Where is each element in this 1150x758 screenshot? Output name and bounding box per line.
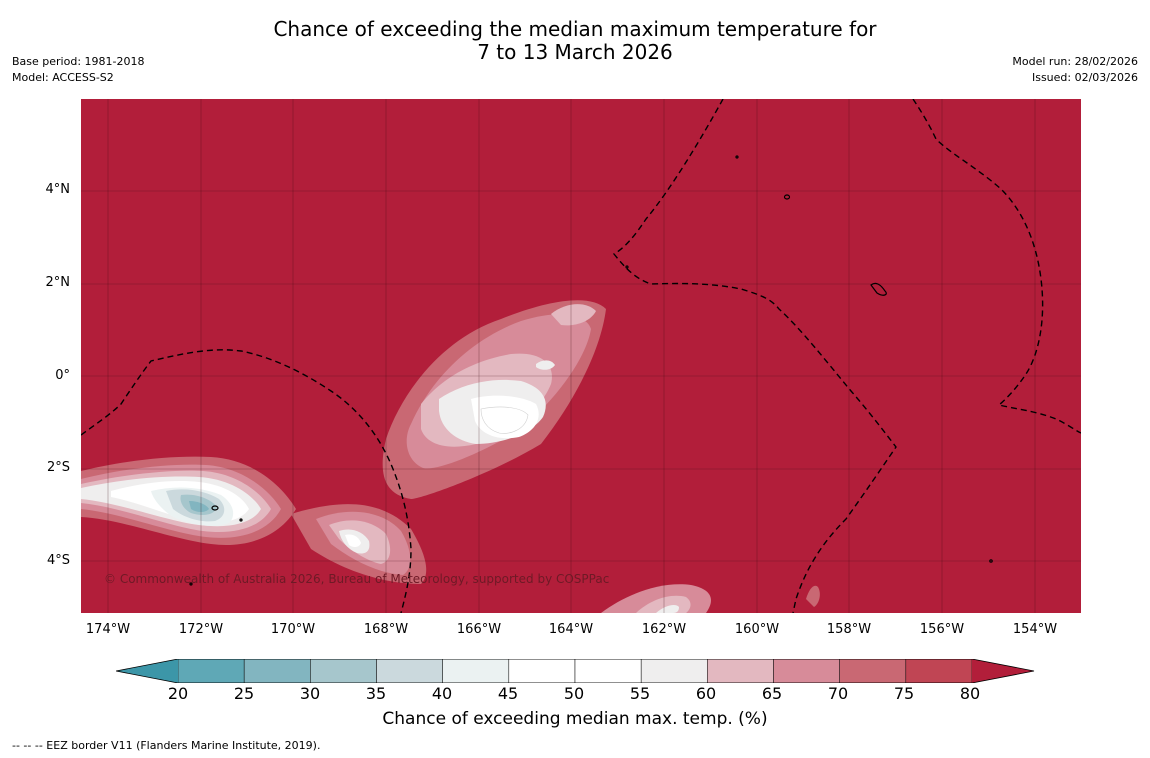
colorbar-segment [177, 658, 245, 684]
map-svg [81, 99, 1081, 613]
colorbar-under-arrow [116, 659, 178, 683]
eez-borders [81, 99, 1081, 613]
colorbar-segment [574, 658, 642, 684]
lon-label-156w: 156°W [919, 622, 965, 637]
colorbar-segments [177, 658, 973, 684]
lon-label-158w: 158°W [826, 622, 872, 637]
colorbar-segment [640, 658, 708, 684]
colorbar-tick: 40 [431, 684, 453, 703]
colorbar-tick: 50 [563, 684, 585, 703]
low-chance-region-bottom [601, 584, 820, 613]
meta-left: Base period: 1981-2018 Model: ACCESS-S2 [12, 54, 144, 86]
colorbar-segment [773, 658, 840, 684]
low-chance-region-west [81, 456, 296, 545]
colorbar-tick: 30 [299, 684, 321, 703]
colorbar-over-arrow [972, 659, 1034, 683]
colorbar-segment [310, 658, 377, 684]
copyright-notice: © Commonwealth of Australia 2026, Bureau… [104, 572, 610, 586]
colorbar-segment [905, 658, 973, 684]
colorbar-tick: 25 [233, 684, 255, 703]
model-run: Model run: 28/02/2026 [1012, 55, 1138, 68]
issued-date: Issued: 02/03/2026 [1031, 71, 1138, 84]
colorbar-segment [707, 658, 774, 684]
lon-label-172w: 172°W [178, 622, 224, 637]
map-area [81, 99, 1081, 613]
low-chance-region-central [382, 300, 606, 499]
colorbar-segment [442, 658, 510, 684]
lat-label-2s: 2°S [46, 460, 70, 475]
lat-label-4s: 4°S [46, 553, 70, 568]
chart-title: Chance of exceeding the median maximum t… [0, 18, 1150, 64]
colorbar-tick: 45 [497, 684, 519, 703]
lat-label-2n: 2°N [45, 275, 71, 290]
lon-label-170w: 170°W [270, 622, 316, 637]
graticule [81, 99, 1081, 613]
islands [189, 155, 993, 586]
title-line-1: Chance of exceeding the median maximum t… [273, 17, 877, 41]
lon-label-162w: 162°W [641, 622, 687, 637]
colorbar-tick: 55 [629, 684, 651, 703]
lon-label-166w: 166°W [456, 622, 502, 637]
eez-footnote: -- -- -- EEZ border V11 (Flanders Marine… [12, 739, 321, 752]
colorbar-svg [115, 658, 1035, 684]
lon-label-164w: 164°W [548, 622, 594, 637]
colorbar-segment [243, 658, 311, 684]
lon-label-174w: 174°W [85, 622, 131, 637]
colorbar-tick: 75 [893, 684, 915, 703]
colorbar-segment [376, 658, 443, 684]
colorbar-segment [508, 658, 576, 684]
base-period: Base period: 1981-2018 [12, 55, 145, 68]
title-line-2: 7 to 13 March 2026 [477, 40, 673, 64]
colorbar-label: Chance of exceeding median max. temp. (%… [382, 709, 768, 729]
colorbar-tick: 65 [761, 684, 783, 703]
meta-right: Model run: 28/02/2026 Issued: 02/03/2026 [1012, 54, 1138, 86]
lat-label-4n: 4°N [45, 182, 71, 197]
colorbar-tick: 60 [695, 684, 717, 703]
low-chance-region-south [291, 504, 427, 584]
colorbar-tick: 70 [827, 684, 849, 703]
lon-label-168w: 168°W [363, 622, 409, 637]
lon-label-160w: 160°W [734, 622, 780, 637]
colorbar-tick: 35 [365, 684, 387, 703]
lon-label-154w: 154°W [1012, 622, 1058, 637]
model-name: Model: ACCESS-S2 [12, 71, 114, 84]
colorbar-segment [839, 658, 907, 684]
colorbar [115, 658, 1036, 687]
colorbar-tick: 20 [167, 684, 189, 703]
colorbar-tick: 80 [959, 684, 981, 703]
lat-label-0: 0° [55, 368, 70, 383]
